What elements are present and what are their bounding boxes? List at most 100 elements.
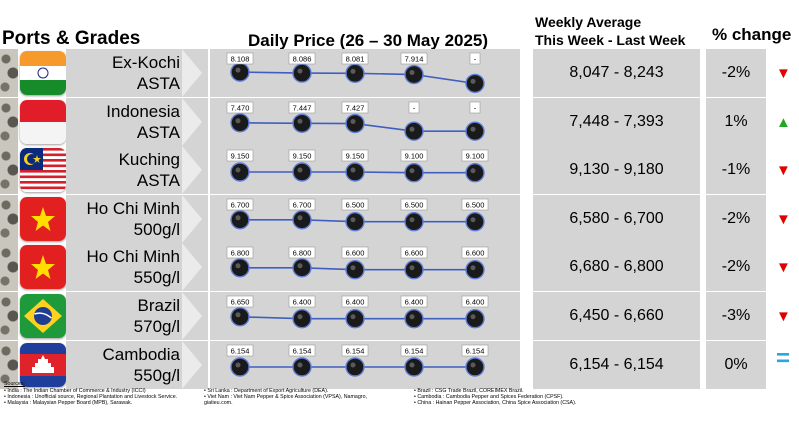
peppercorn-highlight bbox=[350, 167, 356, 173]
peppercorn-highlight bbox=[470, 265, 476, 271]
peppercorn-point bbox=[230, 258, 250, 278]
sources-col-2: • Sri Lanka : Department of Export Agric… bbox=[204, 388, 419, 407]
daily-price-sparkline: 6.800 6.800 6.600 6.600 6.600 bbox=[210, 243, 520, 292]
daily-price-label-box bbox=[461, 295, 489, 308]
price-row: Brazil 570g/l 6.650 6.400 6.400 6.400 6.400 6,4… bbox=[0, 292, 799, 340]
peppercorn-highlight bbox=[235, 362, 241, 368]
peppercorn-strip bbox=[0, 292, 18, 340]
grade-name: 550g/l bbox=[133, 268, 180, 288]
daily-price-label: 6.154 bbox=[231, 346, 250, 355]
peppercorn-point bbox=[465, 260, 485, 280]
sources-col-3: • Brazil : CSG Trade Brazil, COREIMEX Br… bbox=[414, 388, 629, 407]
grade-name: ASTA bbox=[136, 74, 180, 93]
daily-price-label: 8.081 bbox=[346, 55, 365, 64]
peppercorn-highlight bbox=[409, 362, 415, 368]
peppercorn-point bbox=[345, 162, 365, 182]
brazil-flag-icon bbox=[20, 294, 66, 338]
percent-change-value: -1% bbox=[706, 146, 766, 195]
peppercorn-point bbox=[404, 211, 424, 232]
daily-price-sparkline: 6.700 6.700 6.500 6.500 6.500 bbox=[210, 194, 520, 243]
price-row: Cambodia 550g/l 6.154 6.154 6.154 6.154 6.154 6… bbox=[0, 340, 799, 389]
price-row: Indonesia ASTA 7.470 7.447 7.427 - - 7,448 - 7,… bbox=[0, 97, 799, 146]
grade-name: ASTA bbox=[136, 122, 180, 142]
daily-price-label: - bbox=[413, 103, 416, 112]
peppercorn-point bbox=[465, 73, 485, 94]
peppercorn-highlight bbox=[470, 217, 476, 223]
peppercorn-point bbox=[345, 211, 365, 232]
daily-price-label: 9.150 bbox=[346, 152, 365, 161]
weekly-average-value: 6,154 - 6,154 bbox=[533, 340, 700, 389]
peppercorn-strip bbox=[0, 146, 18, 195]
peppercorn-point bbox=[292, 113, 312, 133]
daily-price-header: Daily Price (26 – 30 May 2025) bbox=[248, 31, 489, 50]
daily-price-label-box bbox=[288, 247, 316, 259]
daily-price-label: 6.500 bbox=[405, 200, 424, 209]
daily-price-label: 6.400 bbox=[466, 298, 485, 307]
daily-price-label: 6.400 bbox=[346, 298, 365, 307]
weekly-average-value: 6,580 - 6,700 bbox=[533, 194, 700, 243]
daily-price-label-box bbox=[461, 247, 489, 259]
peppercorn-point bbox=[292, 309, 312, 329]
peppercorn-highlight bbox=[470, 126, 476, 132]
peppercorn-point bbox=[230, 162, 250, 182]
peppercorn-point bbox=[292, 209, 312, 230]
daily-price-label: 8.086 bbox=[293, 55, 312, 64]
daily-price-label: 6.600 bbox=[405, 249, 424, 258]
peppercorn-highlight bbox=[235, 67, 241, 73]
daily-price-label: 6.400 bbox=[405, 298, 424, 307]
ports-grades-header: Ports & Grades bbox=[2, 28, 141, 49]
daily-price-label: 6.400 bbox=[293, 298, 312, 307]
peppercorn-strip bbox=[0, 194, 18, 243]
peppercorn-highlight bbox=[297, 263, 303, 269]
daily-price-label-box bbox=[288, 52, 316, 65]
port-name: Kuching bbox=[118, 150, 180, 170]
peppercorn-highlight bbox=[297, 314, 303, 320]
daily-price-label-box bbox=[400, 198, 428, 211]
daily-price-label: 6.800 bbox=[293, 249, 312, 258]
daily-price-label: 6.800 bbox=[231, 249, 250, 258]
price-row: Ex-Kochi ASTA 8.108 8.086 8.081 7.914 - 8,047 -… bbox=[0, 49, 799, 97]
malaysia-flag-icon bbox=[20, 148, 66, 193]
daily-price-sparkline: 6.154 6.154 6.154 6.154 6.154 bbox=[210, 340, 520, 389]
sources-title: Sources: bbox=[4, 381, 25, 387]
daily-price-label-box bbox=[226, 247, 254, 259]
daily-price-label: 9.150 bbox=[293, 152, 312, 161]
daily-price-label-box bbox=[288, 295, 316, 308]
peppercorn-highlight bbox=[235, 263, 241, 269]
grade-name: 550g/l bbox=[133, 365, 180, 385]
peppercorn-point bbox=[345, 113, 365, 133]
daily-price-label-box bbox=[341, 295, 369, 308]
percent-change-value: -2% bbox=[706, 194, 766, 243]
arrow-down-icon: ▼ bbox=[776, 259, 791, 277]
peppercorn-point bbox=[465, 163, 485, 183]
daily-price-label: - bbox=[474, 55, 477, 64]
peppercorn-point bbox=[404, 356, 424, 377]
chevron-right-icon bbox=[182, 194, 202, 243]
peppercorn-point bbox=[465, 356, 485, 377]
peppercorn-highlight bbox=[350, 118, 356, 124]
daily-price-label-box bbox=[226, 149, 254, 162]
india-flag-icon bbox=[20, 51, 66, 95]
percent-change-value: 1% bbox=[706, 97, 766, 146]
weekly-average-value: 6,680 - 6,800 bbox=[533, 243, 700, 292]
chevron-right-icon bbox=[182, 243, 202, 292]
source-line: • Sri Lanka : Department of Export Agric… bbox=[204, 388, 329, 394]
weekly-average-value: 6,450 - 6,660 bbox=[533, 292, 700, 340]
peppercorn-point bbox=[404, 121, 424, 141]
peppercorn-highlight bbox=[297, 362, 303, 368]
source-line: • India : The Indian Chamber of Commerce… bbox=[4, 388, 146, 394]
daily-price-label: - bbox=[474, 103, 477, 112]
daily-price-label-box bbox=[469, 52, 481, 65]
daily-price-label-box bbox=[341, 101, 369, 113]
daily-price-label-box bbox=[226, 344, 254, 356]
daily-price-label-box bbox=[288, 149, 316, 162]
daily-price-label-box bbox=[288, 344, 316, 356]
equals-icon: = bbox=[776, 344, 791, 372]
peppercorn-highlight bbox=[297, 118, 303, 124]
daily-price-label-box bbox=[226, 198, 254, 211]
daily-price-label: 9.150 bbox=[231, 152, 250, 161]
chevron-right-icon bbox=[182, 340, 202, 389]
peppercorn-highlight bbox=[409, 168, 415, 174]
daily-price-label: 9.100 bbox=[466, 152, 485, 161]
peppercorn-point bbox=[345, 356, 365, 377]
